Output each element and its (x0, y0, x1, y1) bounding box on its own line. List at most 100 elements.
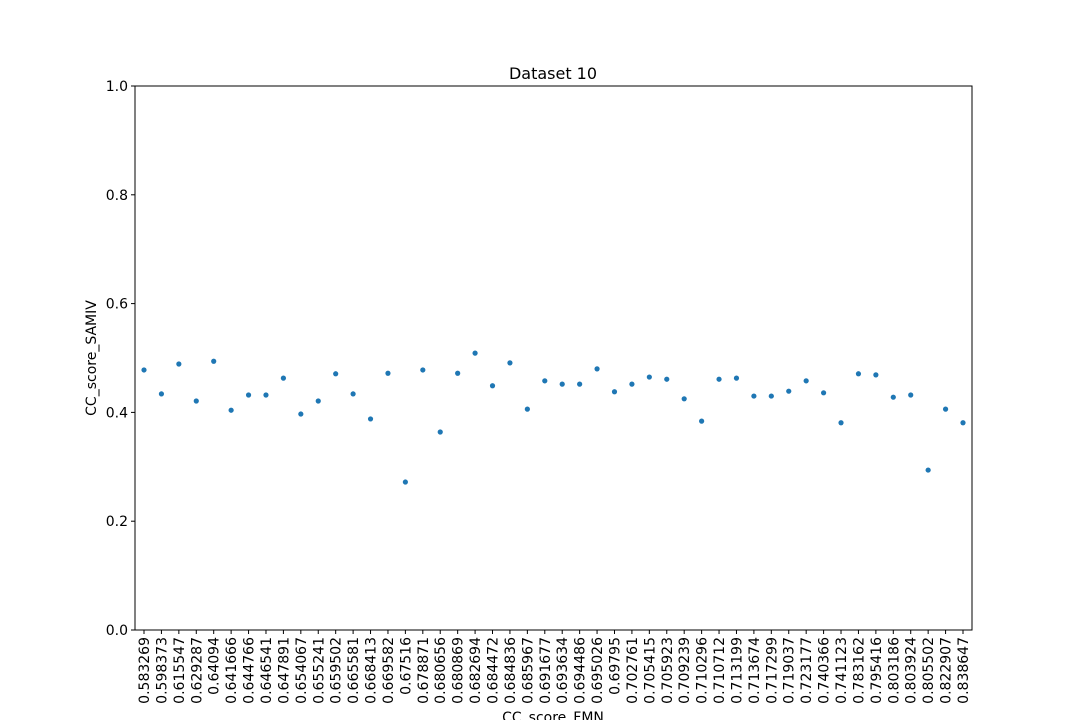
x-tick-label: 0.615547 (172, 637, 188, 704)
point (158, 391, 165, 397)
y-tick-label: 0.6 (106, 297, 128, 313)
point (768, 393, 774, 399)
x-tick-label: 0.684836 (503, 637, 519, 704)
point (681, 396, 687, 402)
x-tick-label: 0.654067 (294, 637, 310, 704)
x-tick-label: 0.69795 (607, 637, 623, 695)
x-tick-label: 0.702761 (625, 637, 641, 704)
x-tick-label: 0.695026 (590, 637, 606, 704)
x-tick-label: 0.655241 (311, 637, 327, 704)
x-tick-label: 0.694486 (573, 637, 589, 704)
plot-frame (134, 85, 973, 631)
x-tick-label: 0.680656 (433, 637, 449, 704)
point (367, 416, 374, 422)
x-tick-label: 0.680869 (451, 637, 467, 704)
point (699, 418, 705, 424)
x-tick-label: 0.803924 (904, 637, 920, 704)
x-tick-label: 0.705415 (642, 637, 658, 704)
point (263, 392, 269, 398)
y-tick-label: 0.2 (106, 514, 128, 530)
point (402, 479, 408, 485)
x-tick-label: 0.647891 (276, 637, 292, 704)
point (838, 420, 844, 426)
y-tick-label: 0.0 (106, 623, 128, 639)
point (245, 392, 252, 398)
x-tick-label: 0.583269 (137, 637, 153, 704)
x-tick-label: 0.684472 (486, 637, 502, 704)
x-tick-label: 0.682694 (468, 637, 484, 704)
point (646, 374, 652, 380)
point (437, 429, 443, 435)
point (716, 376, 722, 382)
x-tick-label: 0.641666 (224, 637, 240, 704)
point (820, 390, 827, 396)
x-tick-label: 0.668413 (364, 637, 380, 704)
point (611, 389, 618, 395)
point (664, 376, 670, 382)
point (629, 381, 635, 387)
point (942, 406, 949, 412)
x-tick-label: 0.717299 (764, 637, 780, 704)
point (298, 411, 304, 417)
x-tick-label: 0.713199 (729, 637, 745, 704)
x-tick-label: 0.805502 (921, 637, 937, 704)
x-tick-label: 0.678871 (416, 637, 432, 704)
x-tick-label: 0.644766 (242, 637, 258, 704)
x-tick-label: 0.741123 (834, 637, 850, 704)
point (803, 378, 809, 384)
x-tick-label: 0.659502 (329, 637, 345, 704)
point (594, 366, 600, 372)
y-axis-label: CC_score_SAMIV (84, 300, 100, 416)
point (960, 420, 966, 426)
x-tick-label: 0.803186 (886, 637, 902, 704)
y-tick-label: 0.4 (106, 405, 128, 421)
point (211, 358, 217, 364)
point (193, 398, 199, 404)
x-tick-label: 0.723177 (799, 637, 815, 704)
x-axis-label: CC_score_FMN (502, 710, 604, 720)
point (141, 367, 147, 373)
x-tick-label: 0.740366 (817, 637, 833, 704)
x-tick-label: 0.838647 (956, 637, 972, 704)
x-tick-label: 0.693634 (555, 637, 571, 704)
x-tick-label: 0.709239 (677, 637, 693, 704)
point (908, 392, 914, 398)
point (315, 398, 321, 404)
x-tick-label: 0.67516 (398, 637, 414, 695)
x-tick-label: 0.719037 (782, 637, 798, 704)
y-tick-label: 1.0 (106, 79, 128, 95)
x-tick-label: 0.629287 (189, 637, 205, 704)
point (855, 371, 862, 377)
point (733, 375, 740, 381)
point (333, 371, 339, 377)
x-tick-label: 0.713674 (747, 637, 763, 704)
point (385, 370, 391, 376)
point (873, 372, 879, 378)
point (489, 383, 496, 389)
point (228, 407, 234, 413)
point (350, 391, 356, 397)
y-tick-label: 0.8 (106, 188, 128, 204)
point (751, 393, 757, 399)
point (524, 406, 530, 412)
point (577, 381, 583, 387)
x-tick-label: 0.710296 (695, 637, 711, 704)
point (542, 378, 548, 384)
x-tick-label: 0.685967 (520, 637, 536, 704)
point (455, 370, 461, 376)
point (786, 388, 792, 394)
point (507, 360, 513, 366)
chart-title: Dataset 10 (509, 64, 597, 83)
point (890, 394, 896, 400)
x-tick-label: 0.795416 (869, 637, 885, 704)
point (559, 381, 565, 387)
point (925, 467, 931, 473)
point (280, 375, 287, 381)
x-tick-label: 0.710712 (712, 637, 728, 704)
point (472, 350, 478, 356)
x-tick-label: 0.705923 (660, 637, 676, 704)
x-tick-label: 0.598373 (154, 637, 170, 704)
x-tick-label: 0.783162 (851, 637, 867, 704)
